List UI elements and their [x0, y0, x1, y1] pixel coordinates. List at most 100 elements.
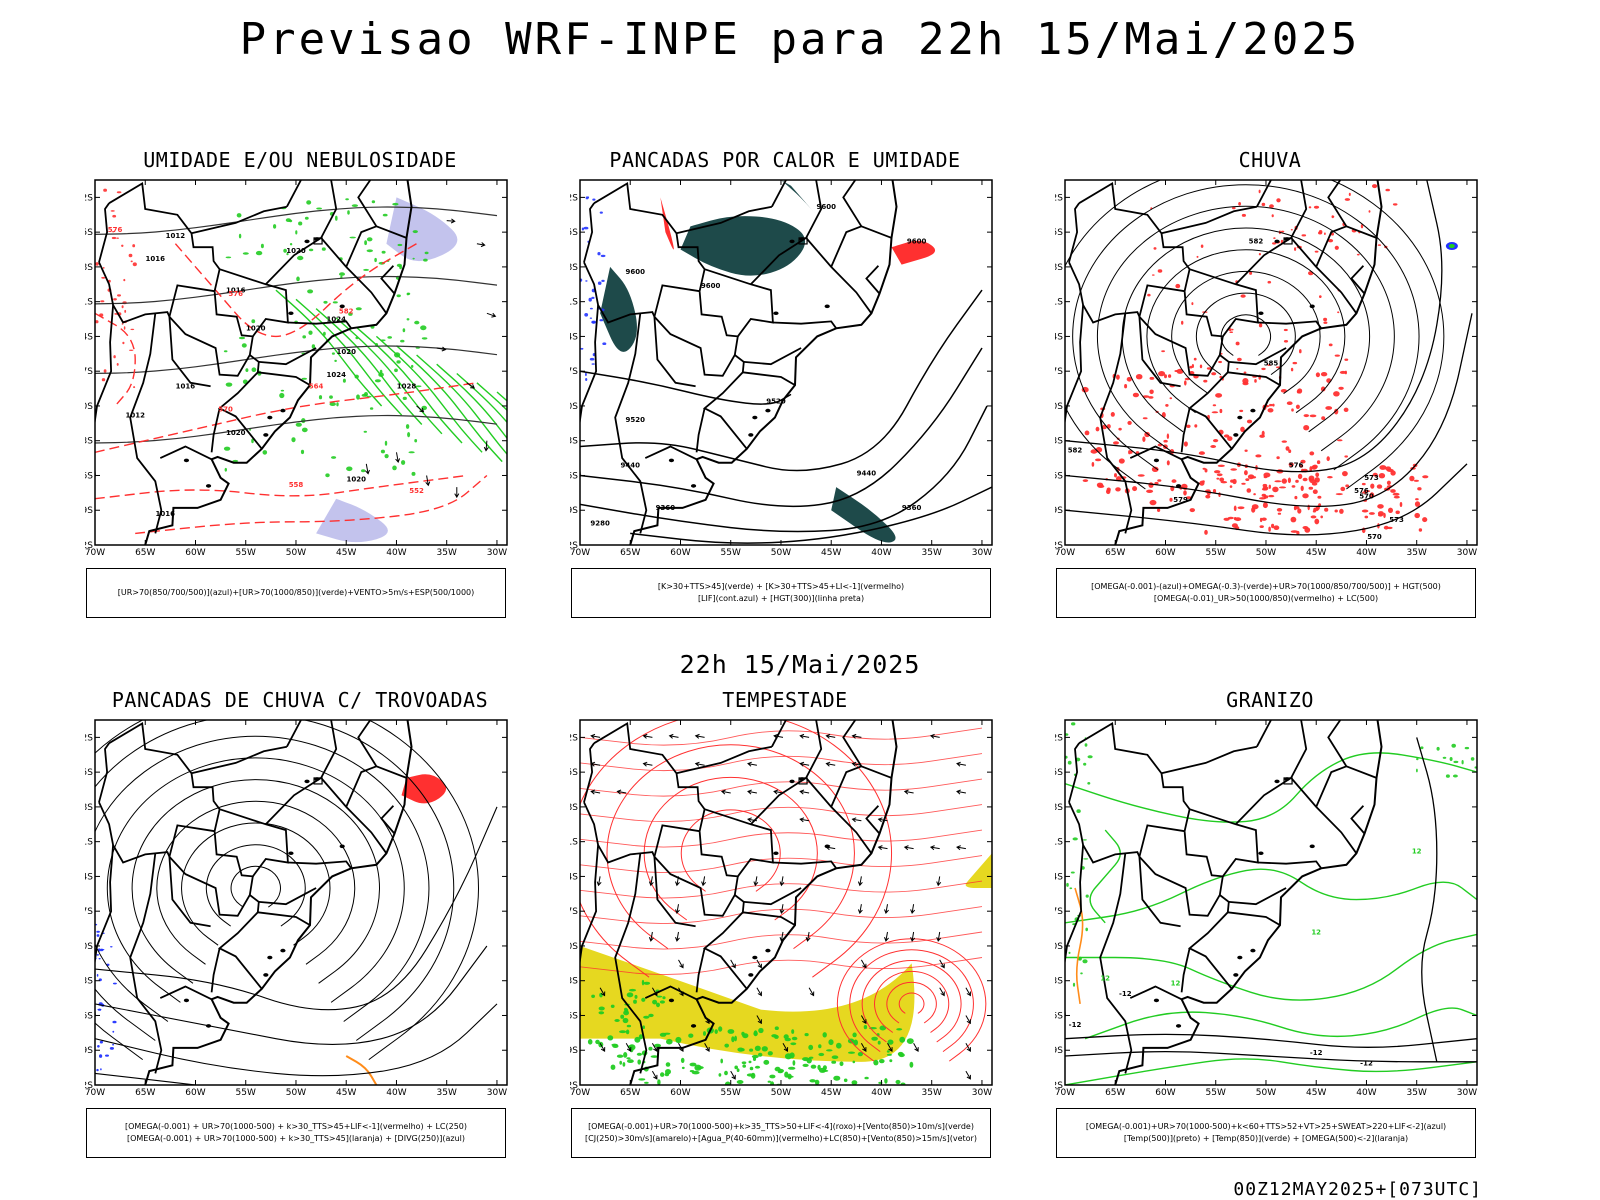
border-line	[653, 856, 696, 928]
rain-cell	[1417, 487, 1422, 491]
rain-cell	[1198, 451, 1205, 455]
temp-850-contour	[1083, 762, 1087, 766]
temp-850-contour	[1067, 760, 1072, 765]
rain-cell	[1148, 396, 1154, 399]
legend-line: [LIF](cont.azul) + [HGT(300)](linha pret…	[697, 594, 865, 603]
strong-wind-area	[623, 1010, 629, 1016]
rain-cell	[1296, 530, 1300, 535]
wind-vector	[668, 733, 679, 739]
divergence-area	[112, 982, 117, 985]
strong-wind-area	[848, 1051, 855, 1054]
rain-cell	[1263, 475, 1268, 479]
rain-cell	[1334, 245, 1339, 250]
rain-cell	[1272, 242, 1277, 245]
streamline	[95, 735, 430, 1022]
legend-box: [K>30+TTS>45](verde) + [K>30+TTS>45+LI<-…	[571, 568, 991, 618]
border-line	[805, 777, 873, 854]
humidity-cell	[280, 389, 285, 392]
temp-850-contour	[1066, 882, 1069, 887]
rain-cell	[1202, 480, 1205, 483]
contour-label: 12	[1412, 847, 1422, 855]
border-line	[1290, 777, 1358, 854]
humidity-cell	[236, 213, 242, 218]
thickness-marker	[101, 276, 106, 279]
lifted-index-contour	[591, 296, 595, 299]
rain-cell	[1183, 441, 1188, 447]
border-line	[95, 305, 114, 479]
panel-umidade: UMIDADE E/OU NEBULOSIDADE 1016 1012 1020 10…	[85, 148, 515, 618]
rain-cell	[1239, 409, 1244, 413]
rain-cell	[1238, 202, 1241, 206]
contour-label: 564	[309, 383, 324, 391]
humidity-cell	[335, 215, 338, 221]
wind-vector	[365, 463, 370, 475]
lake	[1233, 973, 1239, 977]
lat-label: 18S	[85, 803, 93, 813]
rain-cell	[1114, 473, 1117, 478]
rain-cell	[1118, 427, 1122, 431]
strong-wind-area	[633, 999, 637, 1004]
divergence-area	[96, 934, 100, 937]
contour-label: 1024	[326, 315, 346, 323]
wind-vector	[651, 1070, 658, 1080]
lake	[304, 239, 310, 244]
rain-cell	[1258, 253, 1261, 256]
rain-cell	[1377, 511, 1384, 516]
strong-wind-area	[622, 1017, 629, 1024]
humidity-cell	[301, 377, 307, 380]
humidity-cell	[308, 248, 314, 252]
lat-label: 27S	[570, 907, 578, 917]
lat-label: 33S	[1055, 977, 1063, 987]
legend-line: [Temp(500)](preto) + [Temp(850)](verde) …	[1123, 1134, 1409, 1143]
humidity-cell	[400, 339, 405, 343]
rain-cell	[1261, 517, 1267, 521]
rain-cell	[1271, 214, 1274, 218]
humidity-cell	[308, 330, 313, 335]
humidity-cell	[397, 243, 403, 247]
lake	[765, 948, 771, 953]
humidity-cell	[361, 469, 366, 473]
thickness-marker	[116, 191, 122, 194]
wind-vector	[590, 761, 601, 767]
divergence-area	[97, 1008, 102, 1011]
lake	[1258, 311, 1264, 316]
axes: 12S 15S 18S 21S 24S 27S 30S 33S 36S 39S 42S70W 65W 6…	[570, 179, 993, 558]
rain-cell	[1386, 526, 1390, 529]
temp-850-contour	[1085, 894, 1089, 898]
strong-wind-area	[821, 1069, 829, 1072]
border-line	[614, 853, 648, 1074]
border-line	[1228, 347, 1287, 366]
humidity-cell	[260, 243, 264, 249]
strong-wind-area	[792, 1060, 796, 1066]
strong-wind-area	[879, 1059, 885, 1064]
wind-vector	[782, 1043, 789, 1052]
lat-label: 21S	[85, 298, 93, 308]
border-line	[219, 268, 289, 337]
wind-streamline	[580, 720, 893, 978]
humidity-cell	[411, 364, 414, 368]
strong-wind-area	[871, 1036, 878, 1041]
rain-cell	[1135, 374, 1143, 380]
strong-wind-area	[873, 1059, 879, 1066]
rain-cell	[1302, 526, 1309, 530]
rain-cell	[1148, 482, 1154, 488]
humidity-cell	[356, 394, 360, 400]
rain-cell	[1376, 484, 1383, 489]
strong-wind-area	[718, 1026, 723, 1032]
wind-vector	[903, 845, 914, 851]
thickness-marker	[116, 363, 119, 366]
rain-cell	[1315, 472, 1320, 478]
strong-wind-area	[852, 1060, 856, 1064]
panel-title: GRANIZO	[1226, 688, 1314, 712]
border-line	[1256, 720, 1272, 748]
border-line	[168, 856, 211, 928]
lon-label: 65W	[135, 1088, 155, 1098]
contour-label: 582	[1068, 446, 1083, 454]
thickness-marker	[103, 188, 107, 192]
border-line	[286, 180, 302, 208]
temp-850-contour	[1087, 782, 1091, 785]
rain-cell	[1414, 512, 1420, 519]
humidity-cell	[249, 428, 252, 431]
contour-label: 1020	[226, 429, 246, 437]
lat-label: 30S	[570, 942, 578, 952]
